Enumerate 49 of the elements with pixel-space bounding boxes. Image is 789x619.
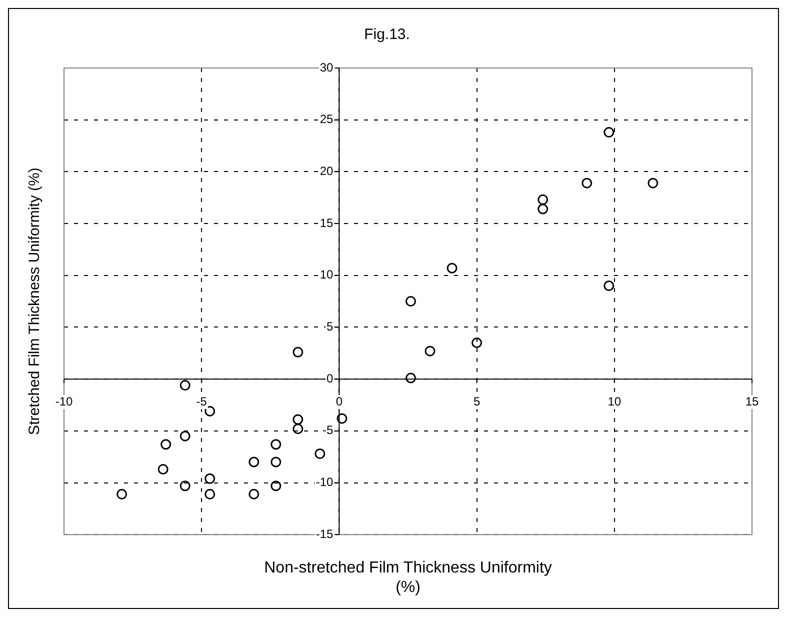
y-axis-title: Stretched Film Thickness Uniformity (%) — [26, 168, 44, 435]
point — [538, 194, 548, 205]
point — [406, 296, 416, 307]
point — [604, 280, 614, 291]
y-tick-label: 0 — [326, 371, 334, 386]
x-tick-label: 5 — [473, 394, 480, 408]
x-tick-label: -5 — [196, 394, 208, 408]
point — [180, 380, 190, 391]
point — [292, 424, 304, 434]
point — [204, 473, 216, 484]
point — [292, 414, 304, 425]
y-tick-label: -15 — [316, 526, 334, 541]
point — [180, 480, 190, 492]
x-tick-label: 10 — [608, 394, 622, 408]
x-tick-label: 15 — [745, 394, 759, 408]
x-tick-label: -10 — [55, 394, 73, 408]
y-tick-label: 20 — [320, 164, 334, 178]
point — [424, 346, 436, 356]
point — [204, 488, 216, 500]
point — [604, 127, 614, 138]
chart-title: Fig.13. — [364, 26, 410, 44]
point — [336, 413, 348, 424]
y-tick-label: 25 — [320, 112, 334, 126]
y-tick-label: -10 — [316, 475, 334, 490]
point — [270, 456, 282, 468]
point — [538, 204, 548, 214]
y-tick-label: 5 — [326, 320, 334, 334]
point — [204, 406, 216, 416]
point — [160, 439, 172, 450]
y-tick-label: 30 — [320, 60, 334, 74]
point — [270, 439, 282, 450]
point — [582, 178, 592, 188]
point — [116, 488, 128, 500]
point — [270, 480, 282, 492]
point — [158, 464, 168, 475]
y-tick-label: 15 — [320, 216, 334, 230]
y-tick-label: 10 — [320, 268, 334, 282]
point — [292, 346, 304, 358]
x-tick-label: 0 — [336, 394, 343, 408]
point — [648, 178, 658, 188]
point — [314, 448, 326, 459]
point — [406, 372, 416, 384]
point — [180, 430, 190, 442]
point — [248, 488, 260, 500]
point — [472, 338, 482, 348]
x-axis-title: Non-stretched Film Thickness Uniformity (%) — [264, 560, 552, 596]
y-tick-label: -5 — [322, 423, 334, 438]
point — [446, 262, 458, 274]
point — [248, 456, 260, 468]
